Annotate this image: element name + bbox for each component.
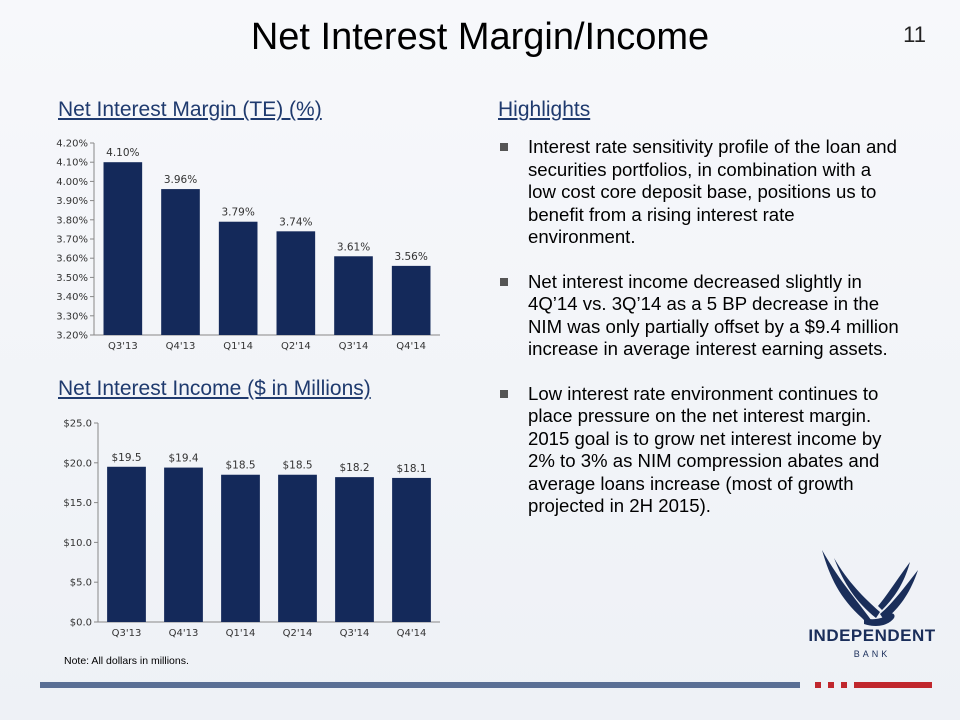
bar [221, 474, 260, 622]
highlight-item: Low interest rate environment continues … [500, 383, 900, 518]
y-tick-label: $15.0 [63, 498, 92, 509]
data-label: 3.56% [394, 251, 427, 263]
y-tick-label: 3.90% [56, 196, 88, 207]
bar [392, 477, 431, 622]
x-tick-label: Q1'14 [223, 341, 253, 352]
highlight-text: Net interest income decreased slightly i… [528, 270, 899, 360]
bar [335, 477, 374, 622]
bullet-icon [500, 277, 508, 286]
data-label: $18.5 [282, 460, 312, 472]
footer-bar [40, 682, 932, 688]
data-label: 4.10% [106, 147, 139, 159]
x-tick-label: Q1'14 [226, 628, 256, 639]
nim-chart-title: Net Interest Margin (TE) (%) [58, 98, 322, 121]
x-tick-label: Q3'14 [340, 628, 370, 639]
highlight-text: Interest rate sensitivity profile of the… [528, 136, 897, 247]
y-tick-label: 3.30% [56, 311, 88, 322]
highlights-list: Interest rate sensitivity profile of the… [500, 136, 900, 540]
footnote: Note: All dollars in millions. [64, 655, 189, 667]
data-label: $19.5 [111, 452, 141, 464]
highlights-title: Highlights [498, 98, 591, 121]
y-tick-label: $25.0 [63, 419, 92, 430]
x-tick-label: Q2'14 [281, 341, 311, 352]
nii-chart-svg: $25.0 $20.0 $15.0 $10.0 $5.0 $0.0 $19.5 Q3'13 $1… [63, 419, 440, 639]
bullet-icon [500, 389, 508, 398]
data-label: $18.5 [225, 460, 255, 472]
data-label: $18.2 [339, 462, 369, 474]
page-title: Net Interest Margin/Income [250, 16, 710, 58]
highlight-item: Interest rate sensitivity profile of the… [500, 136, 900, 249]
y-tick-label: 3.40% [56, 292, 88, 303]
y-tick-label: 4.10% [56, 158, 88, 169]
bullet-icon [500, 143, 508, 151]
y-tick-label: $0.0 [70, 618, 92, 629]
y-tick-label: $5.0 [70, 578, 92, 589]
y-tick-label: 3.60% [56, 254, 88, 265]
bar [103, 162, 143, 335]
nii-chart: $25.0 $20.0 $15.0 $10.0 $5.0 $0.0 $19.5 Q3'13 $1… [40, 412, 450, 644]
data-label: $19.4 [168, 453, 198, 465]
y-tick-label: 4.20% [56, 139, 88, 150]
y-tick-label: 3.70% [56, 235, 88, 246]
data-label: 3.79% [221, 207, 254, 219]
data-label: 3.74% [279, 216, 312, 228]
y-tick-label: 3.50% [56, 273, 88, 284]
eagle-icon [822, 550, 918, 626]
bank-logo-sub: BANK [853, 649, 891, 659]
bank-logo-name: INDEPENDENT [808, 626, 936, 645]
y-tick-label: 3.80% [56, 215, 88, 226]
x-tick-label: Q3'13 [108, 341, 138, 352]
bar [278, 474, 317, 622]
bar [161, 189, 200, 335]
bar [391, 265, 431, 335]
x-tick-label: Q3'13 [112, 628, 142, 639]
nim-chart-svg: 4.20% 4.10% 4.00% 3.90% 3.80% 3.70% 3.60% 3.50%… [56, 139, 440, 352]
y-tick-label: $10.0 [63, 538, 92, 549]
bar [334, 256, 373, 335]
nii-chart-title: Net Interest Income ($ in Millions) [58, 377, 371, 400]
nim-chart: 4.20% 4.10% 4.00% 3.90% 3.80% 3.70% 3.60% 3.50%… [40, 132, 450, 357]
y-tick-label: 3.20% [56, 331, 88, 342]
x-tick-label: Q4'13 [169, 628, 199, 639]
data-label: 3.96% [164, 174, 197, 186]
x-tick-label: Q3'14 [339, 341, 369, 352]
x-tick-label: Q4'13 [166, 341, 196, 352]
y-tick-label: $20.0 [63, 458, 92, 469]
data-label: 3.61% [337, 241, 370, 253]
bar [218, 221, 258, 335]
x-tick-label: Q4'14 [396, 341, 426, 352]
highlight-item: Net interest income decreased slightly i… [500, 271, 900, 361]
x-tick-label: Q4'14 [397, 628, 427, 639]
page-number: 11 [903, 22, 926, 47]
y-tick-label: 4.00% [56, 177, 88, 188]
highlight-text: Low interest rate environment continues … [528, 382, 882, 517]
bar [276, 231, 316, 335]
x-tick-label: Q2'14 [283, 628, 313, 639]
bar [164, 467, 203, 622]
data-label: $18.1 [396, 463, 426, 475]
bar [107, 466, 146, 622]
